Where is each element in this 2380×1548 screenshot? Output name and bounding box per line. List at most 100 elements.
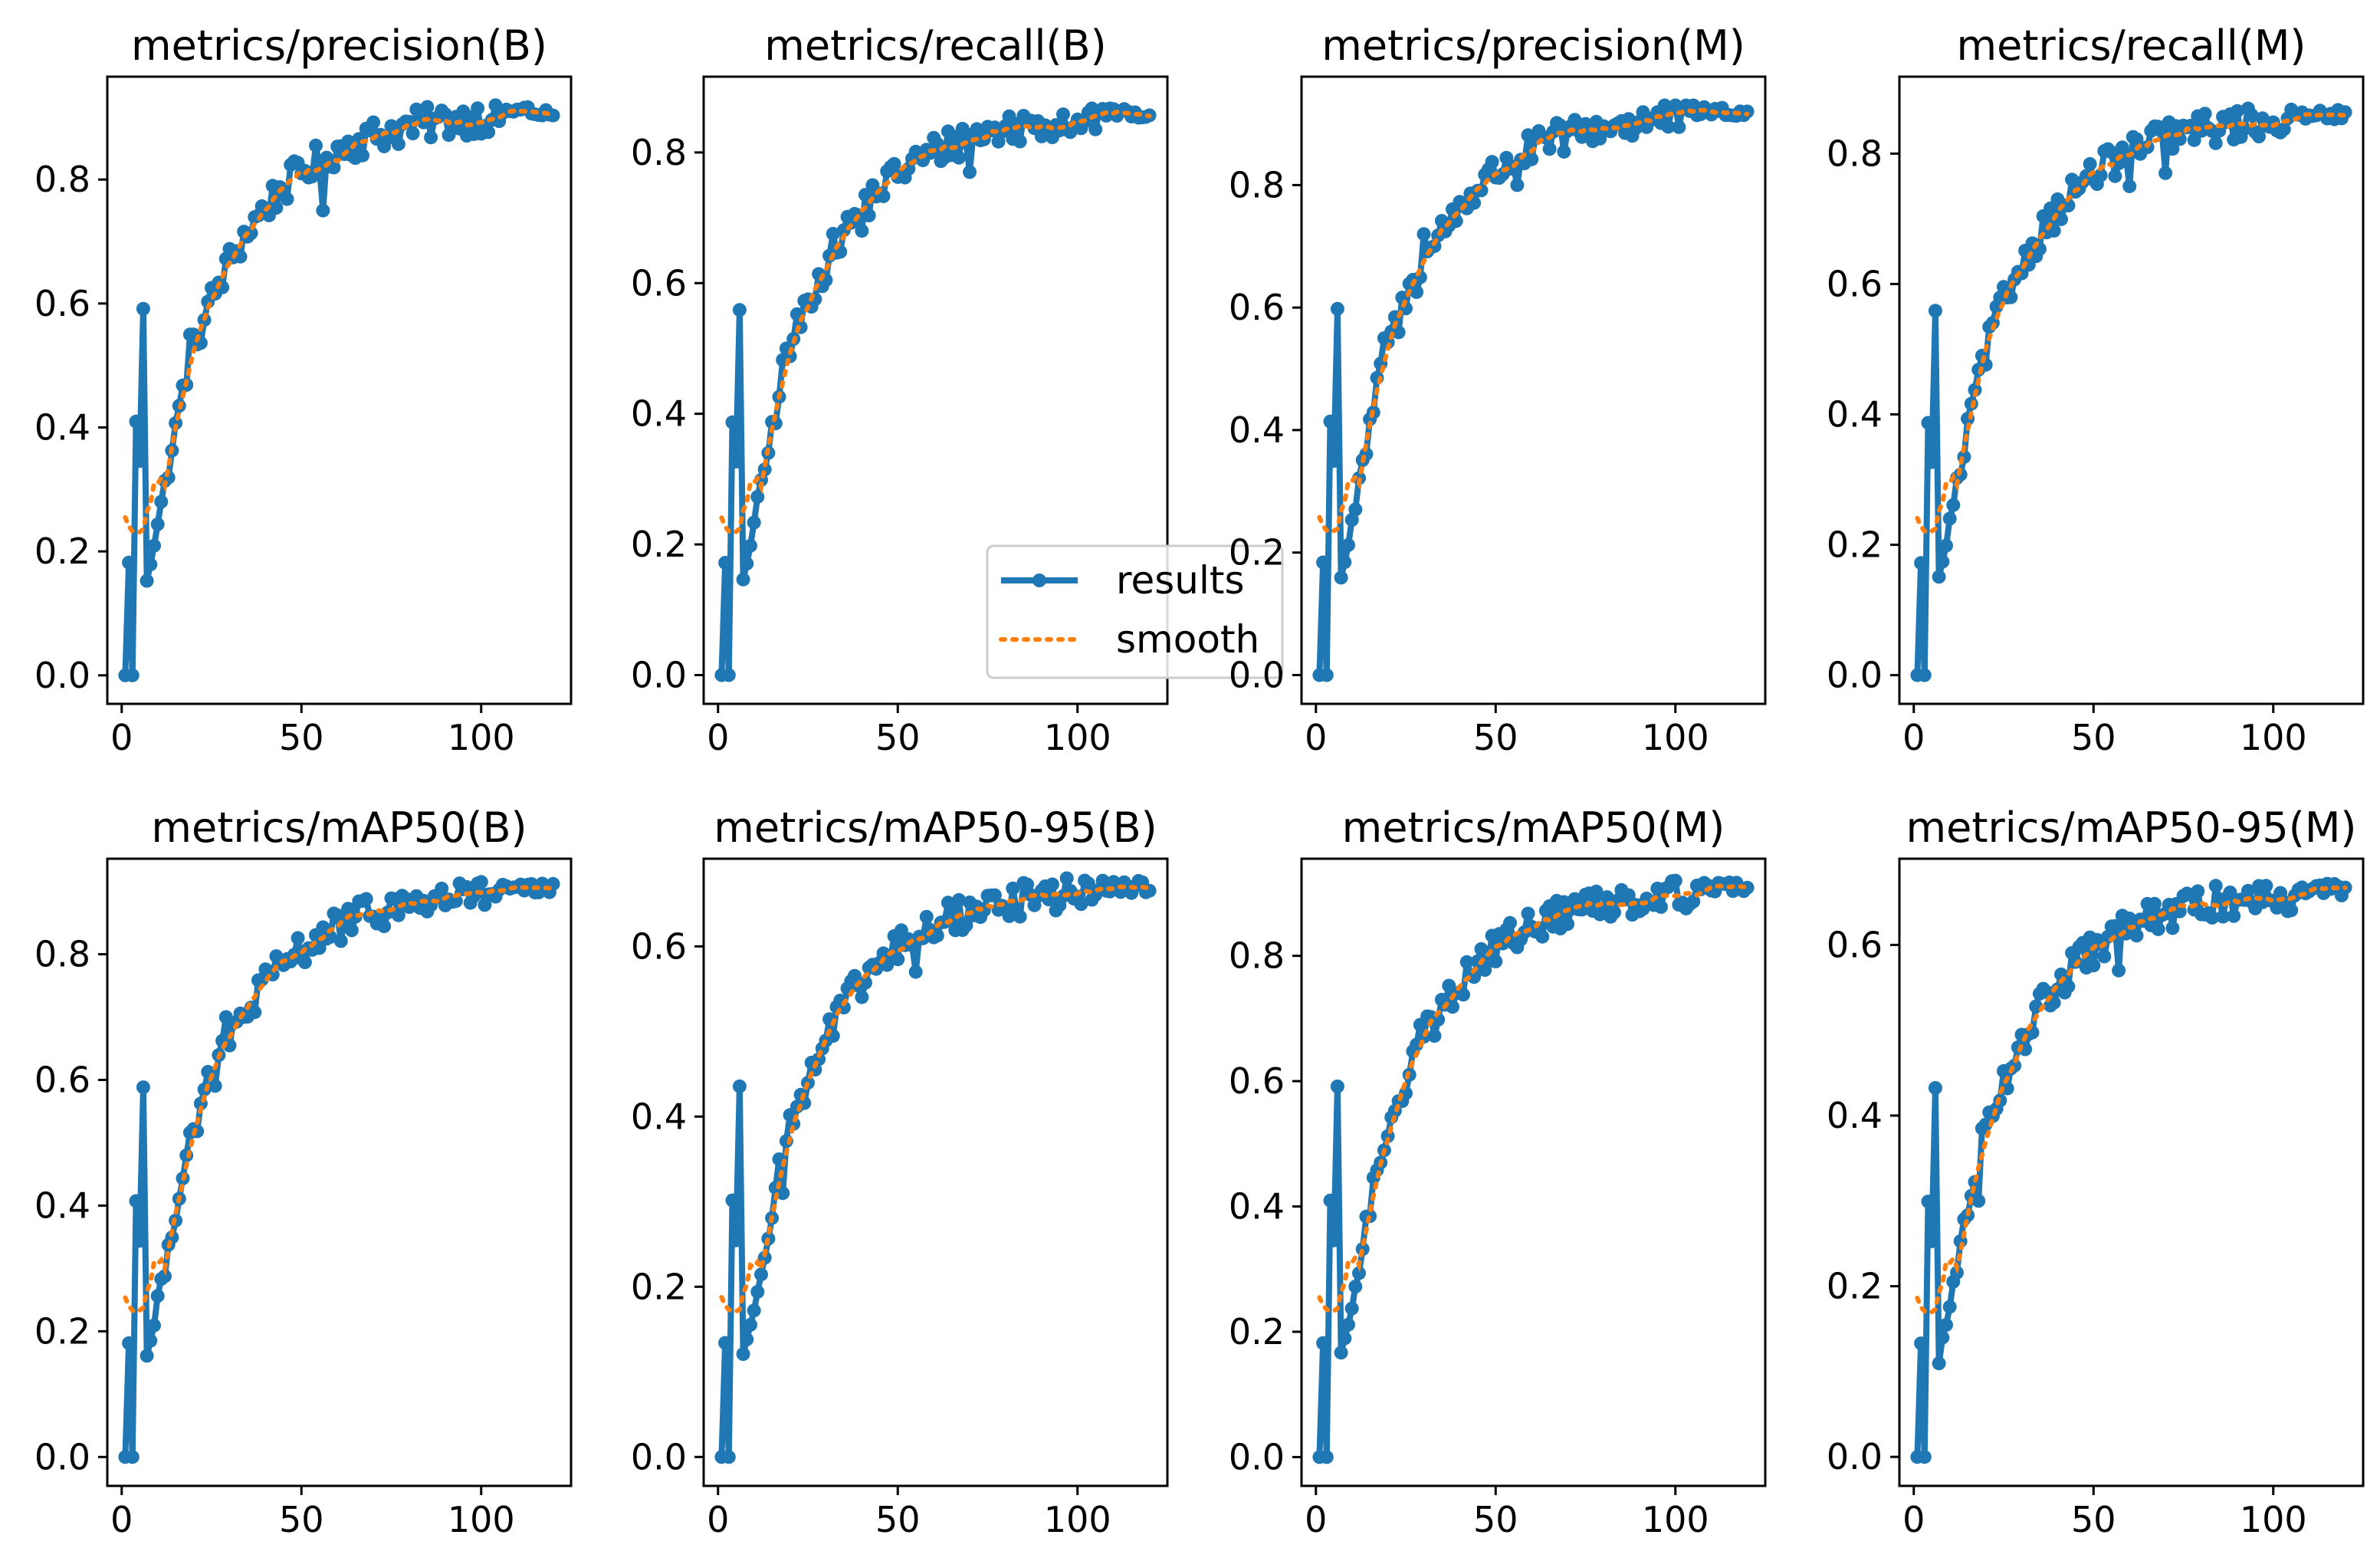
results-point	[1921, 1195, 1935, 1209]
results-point	[377, 919, 392, 934]
results-point	[438, 107, 452, 121]
results-point	[150, 1289, 165, 1303]
results-point	[855, 224, 869, 238]
results-point	[1323, 414, 1338, 429]
results-point	[2119, 148, 2133, 163]
results-point	[725, 415, 740, 429]
results-point	[1348, 502, 1363, 517]
results-point	[1056, 107, 1070, 122]
results-point	[359, 892, 373, 906]
x-tick-label: 100	[448, 717, 515, 758]
results-point	[858, 975, 872, 990]
results-point	[2240, 883, 2255, 898]
results-point	[718, 556, 733, 570]
results-point	[424, 130, 438, 145]
smooth-line	[1317, 883, 1750, 1314]
subplot-title: metrics/recall(M)	[1957, 21, 2306, 70]
results-point	[1917, 668, 1932, 682]
results-point	[1427, 1029, 1442, 1044]
results-point	[1503, 915, 1517, 930]
y-tick-label: 0.2	[1827, 524, 1883, 566]
results-point	[478, 898, 492, 912]
y-tick-label: 0.2	[1229, 1311, 1285, 1352]
results-point	[1352, 1266, 1366, 1280]
results-point	[1607, 905, 1621, 919]
subplot-title: metrics/mAP50(B)	[151, 804, 527, 852]
results-point	[333, 934, 348, 948]
results-point	[147, 538, 161, 553]
results-point	[1474, 942, 1489, 956]
results-point	[2191, 884, 2205, 899]
x-tick-label: 100	[2240, 1499, 2307, 1540]
results-point	[744, 1317, 757, 1332]
results-point	[1942, 511, 1957, 526]
results-point	[1013, 134, 1027, 149]
legend-results-marker	[1032, 574, 1046, 587]
results-point	[1542, 142, 1557, 156]
y-tick-label: 0.0	[631, 1436, 687, 1477]
results-point	[125, 1450, 140, 1464]
subplot-title: metrics/recall(B)	[764, 21, 1106, 70]
results-point	[855, 990, 869, 1004]
results-point	[2000, 1081, 2014, 1096]
subplot-1: metrics/recall(B) 0 50 100 0.0 0.2 0.4 0.6 0.8 re…	[631, 21, 1284, 758]
results-point	[122, 555, 136, 570]
results-point	[1935, 554, 1950, 569]
results-point	[1316, 1336, 1331, 1350]
results-point	[269, 201, 284, 215]
results-point	[2129, 928, 2144, 943]
results-point	[2151, 922, 2165, 936]
y-tick-label: 0.6	[631, 262, 687, 304]
results-point	[955, 121, 970, 136]
results-point	[2165, 921, 2180, 935]
y-tick-label: 0.2	[631, 524, 687, 565]
results-point	[2208, 879, 2223, 893]
results-point	[1323, 1193, 1338, 1208]
results-point	[1327, 454, 1341, 468]
results-point	[732, 303, 747, 317]
x-tick-label: 50	[2071, 1499, 2116, 1540]
results-point	[1932, 1356, 1946, 1371]
results-point	[481, 125, 496, 140]
subplot-title: metrics/mAP50-95(B)	[714, 804, 1157, 852]
results-point	[2252, 130, 2266, 143]
results-point	[2061, 199, 2076, 212]
results-point	[1338, 555, 1352, 570]
results-point	[2216, 909, 2231, 924]
smooth-line	[719, 884, 1152, 1314]
legend: results smooth	[986, 544, 1284, 679]
results-point	[1059, 871, 1074, 886]
results-point	[2108, 169, 2122, 183]
y-tick-label: 0.4	[1827, 1095, 1883, 1136]
results-point	[1942, 1300, 1957, 1314]
results-point	[2230, 104, 2244, 118]
results-point	[718, 1336, 733, 1350]
y-tick-label: 0.2	[1827, 1266, 1883, 1307]
results-point	[1334, 570, 1348, 585]
results-point	[908, 965, 923, 979]
results-point	[366, 115, 381, 130]
y-tick-label: 0.6	[34, 1060, 90, 1101]
y-tick-label: 0.0	[1827, 1436, 1883, 1477]
results-point	[750, 490, 765, 504]
y-tick-label: 0.0	[34, 655, 90, 696]
results-point	[2083, 156, 2097, 171]
y-tick-label: 0.6	[1229, 1060, 1285, 1102]
results-point	[1341, 537, 1355, 552]
results-point	[2122, 911, 2137, 925]
results-point	[2165, 142, 2180, 156]
results-point	[309, 138, 323, 153]
results-point	[1348, 1280, 1363, 1293]
results-point	[1341, 1317, 1355, 1332]
results-point	[919, 909, 934, 924]
x-tick-label: 100	[1044, 717, 1111, 758]
axes-frame	[1300, 857, 1767, 1487]
results-point	[1939, 1318, 1953, 1332]
results-point	[158, 1269, 172, 1283]
y-tick-label: 0.2	[631, 1266, 687, 1307]
results-point	[2244, 108, 2259, 123]
y-tick-label: 0.6	[1827, 924, 1883, 965]
x-tick-label: 100	[1642, 1499, 1709, 1540]
y-tick-label: 0.4	[34, 406, 90, 448]
